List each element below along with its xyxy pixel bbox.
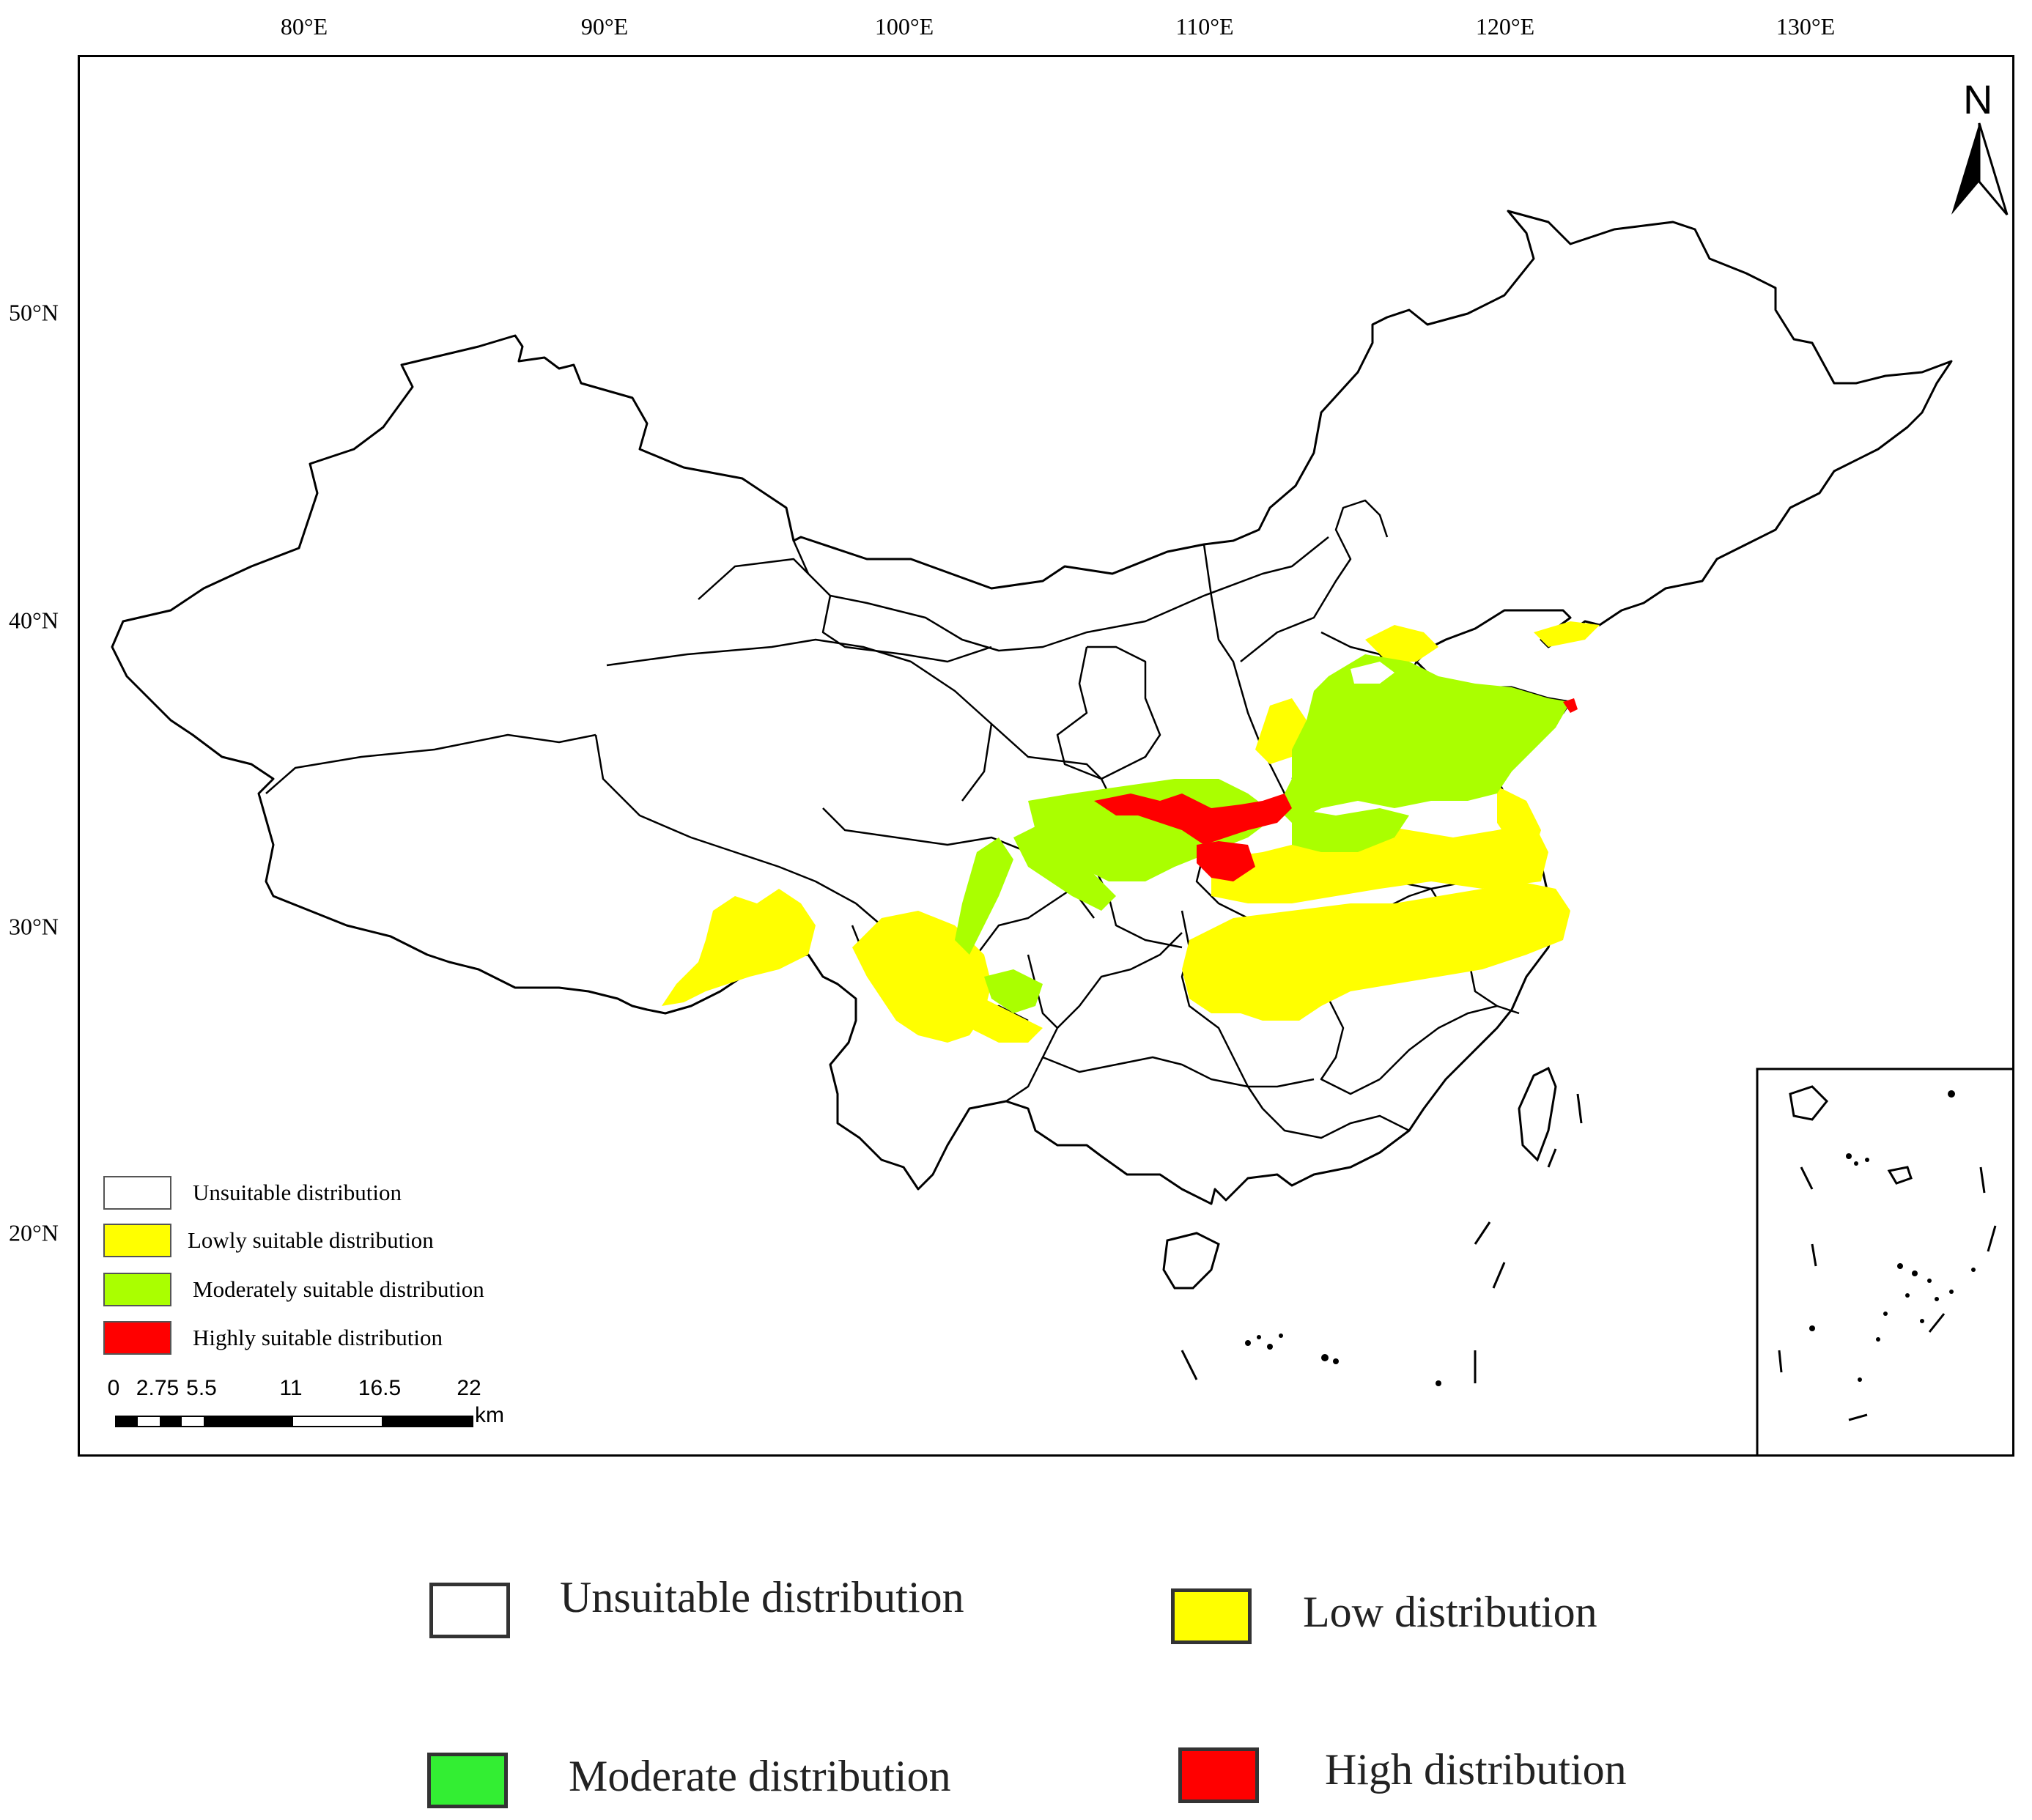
lon-label-120: 120°E bbox=[1475, 13, 1535, 40]
lon-label-100: 100°E bbox=[874, 13, 934, 40]
outer-legend-label: High distribution bbox=[1325, 1745, 1627, 1794]
map-frame: N bbox=[78, 55, 2014, 1457]
lon-label-110: 110°E bbox=[1175, 13, 1234, 40]
scale-tick-1: 2.75 bbox=[136, 1376, 180, 1400]
legend-swatch bbox=[103, 1321, 171, 1355]
legend-label: Lowly suitable distribution bbox=[188, 1227, 434, 1253]
outer-legend-swatch bbox=[1178, 1747, 1259, 1803]
legend-swatch bbox=[103, 1224, 171, 1257]
legend-swatch bbox=[103, 1273, 171, 1306]
outer-legend-swatch bbox=[429, 1583, 510, 1638]
lon-label-90: 90°E bbox=[580, 13, 629, 40]
lat-label-40: 40°N bbox=[9, 607, 59, 634]
north-arrow-icon bbox=[1951, 122, 2009, 215]
scale-bar bbox=[115, 1416, 473, 1427]
legend-swatch bbox=[103, 1176, 171, 1210]
south-sea-islands bbox=[1245, 1333, 1441, 1386]
scale-tick-0: 0 bbox=[107, 1376, 120, 1400]
outer-legend-label: Low distribution bbox=[1303, 1588, 1597, 1636]
lat-label-20: 20°N bbox=[9, 1219, 59, 1246]
zones-high bbox=[1094, 698, 1578, 881]
scale-tick-3: 11 bbox=[279, 1376, 303, 1400]
legend-label: Unsuitable distribution bbox=[193, 1180, 402, 1205]
outer-legend-swatch bbox=[1171, 1588, 1252, 1644]
nine-dash-line bbox=[1181, 1093, 1583, 1383]
outer-legend-moderate: Moderate distribution bbox=[427, 1752, 1087, 1819]
scale-tick-4: 16.5 bbox=[358, 1376, 402, 1400]
lon-label-130: 130°E bbox=[1776, 13, 1836, 40]
scale-unit: km bbox=[475, 1403, 504, 1427]
map-canvas bbox=[111, 122, 2012, 1454]
outer-legend-low: Low distribution bbox=[1171, 1588, 1757, 1654]
outer-legend-high: High distribution bbox=[1178, 1745, 1765, 1813]
scale-tick-5: 22 bbox=[457, 1376, 481, 1400]
lon-label-80: 80°E bbox=[280, 13, 328, 40]
outer-legend-label: Moderate distribution bbox=[569, 1752, 951, 1800]
zones-unsuitable-inset bbox=[1351, 662, 1394, 684]
scale-tick-2: 5.5 bbox=[186, 1376, 217, 1400]
outer-legend-label: Unsuitable distribution bbox=[560, 1573, 964, 1621]
outer-legend-unsuitable: Unsuitable distribution bbox=[429, 1573, 1089, 1649]
hainan-island bbox=[1162, 1232, 1220, 1290]
inset-map bbox=[1756, 1068, 2012, 1454]
legend-label: Moderately suitable distribution bbox=[193, 1276, 484, 1302]
zones-moderate bbox=[955, 654, 1570, 1013]
lat-label-30: 30°N bbox=[9, 913, 59, 940]
zones-low bbox=[662, 621, 1600, 1043]
lat-label-50: 50°N bbox=[9, 299, 59, 326]
outer-legend-swatch bbox=[427, 1753, 508, 1808]
country-outline bbox=[111, 210, 1953, 1205]
legend-label: Highly suitable distribution bbox=[193, 1325, 443, 1350]
taiwan-island bbox=[1518, 1066, 1557, 1162]
north-label: N bbox=[1963, 76, 1993, 122]
